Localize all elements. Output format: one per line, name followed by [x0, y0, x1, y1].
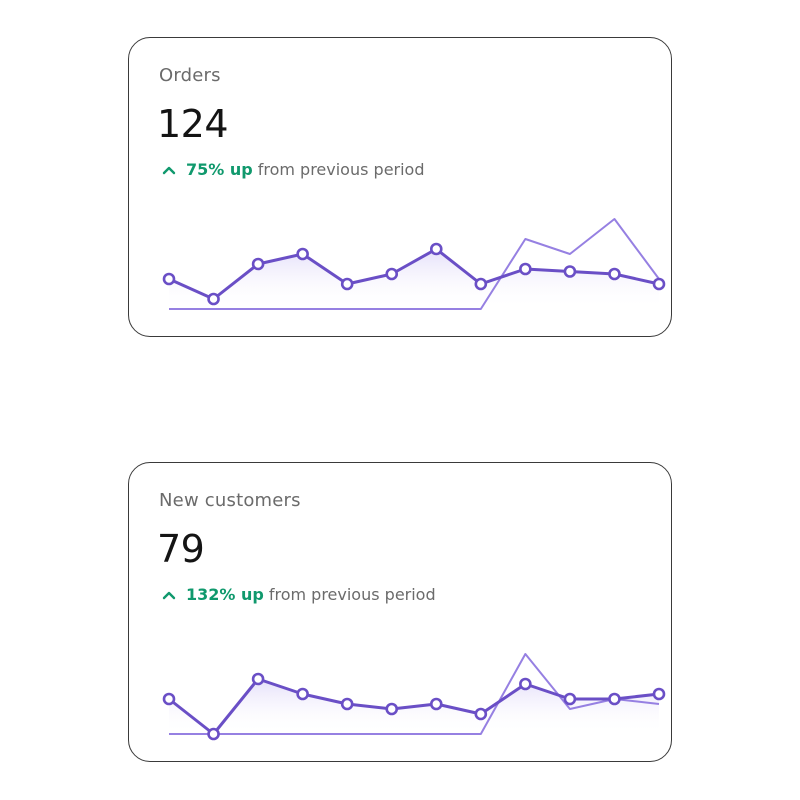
data-point	[296, 247, 309, 261]
previous-period-line	[169, 218, 660, 310]
data-point	[429, 697, 443, 711]
change-percent: 75% up	[186, 160, 253, 179]
current-period-line	[168, 677, 660, 736]
previous-period-line	[169, 653, 660, 735]
new-customers-sparkline	[162, 653, 666, 741]
card-value: 124	[157, 102, 229, 146]
change-percent: 132% up	[186, 585, 264, 604]
current-series-area	[169, 249, 659, 309]
data-point	[474, 277, 488, 291]
orders-sparkline	[162, 218, 666, 310]
data-point	[340, 277, 354, 291]
orders-card: Orders 124 75% up from previous period	[128, 37, 672, 337]
data-point	[385, 267, 399, 281]
data-point	[251, 672, 265, 686]
data-point	[474, 707, 488, 721]
change-indicator: 132% up from previous period	[161, 585, 436, 604]
data-point	[207, 727, 220, 741]
data-point	[519, 677, 532, 691]
data-point	[608, 692, 621, 706]
change-text: from previous period	[257, 160, 425, 179]
current-period-line	[168, 247, 660, 301]
card-title: New customers	[159, 490, 301, 511]
data-point	[162, 692, 176, 706]
data-point	[652, 277, 666, 291]
data-point	[652, 687, 666, 701]
data-point	[251, 257, 265, 271]
arrow-up-icon	[162, 166, 176, 174]
data-point	[563, 692, 577, 706]
card-title: Orders	[159, 65, 221, 86]
data-point	[563, 265, 577, 278]
data-point	[608, 267, 621, 281]
data-point	[519, 262, 532, 276]
new-customers-card: New customers 79 132% up from previous p…	[128, 462, 672, 762]
card-value: 79	[157, 527, 205, 571]
data-point	[296, 687, 309, 701]
data-point	[385, 702, 399, 716]
data-point	[162, 272, 176, 286]
change-indicator: 75% up from previous period	[161, 160, 425, 179]
change-text: from previous period	[268, 585, 436, 604]
data-point	[429, 242, 443, 256]
data-point	[207, 292, 220, 306]
arrow-up-icon	[162, 591, 176, 599]
data-point	[340, 697, 354, 711]
